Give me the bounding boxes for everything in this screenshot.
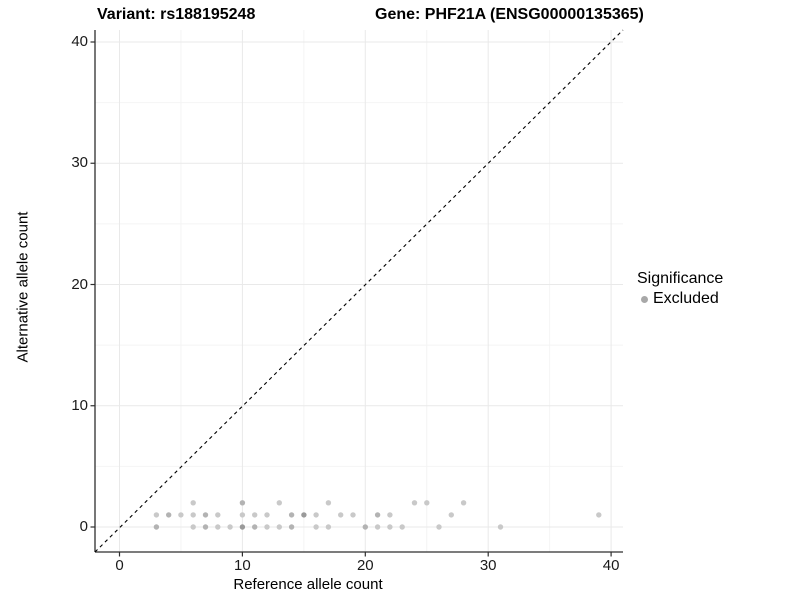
data-point (436, 524, 442, 530)
data-point (202, 524, 209, 530)
data-point (276, 500, 282, 506)
data-point (301, 512, 307, 518)
legend-title: Significance (637, 270, 724, 287)
data-point (448, 512, 454, 518)
data-point (252, 512, 258, 518)
data-point (313, 512, 319, 518)
data-point (350, 512, 356, 518)
data-point (387, 512, 393, 518)
x-tick-label: 20 (356, 557, 374, 574)
data-point (374, 524, 381, 530)
data-point (424, 500, 430, 506)
scatter-points (153, 500, 602, 530)
data-point (596, 512, 602, 518)
data-point (153, 524, 160, 530)
data-point (239, 512, 246, 518)
plot-title-gene: Gene: PHF21A (ENSG00000135365) (375, 6, 644, 23)
legend-entry-label: Excluded (653, 290, 719, 307)
axis-tick-marks (90, 41, 612, 557)
data-point (190, 512, 196, 518)
legend-key-dot-icon (641, 295, 648, 303)
data-point (202, 512, 209, 518)
data-point (215, 512, 221, 518)
data-point (239, 524, 246, 530)
y-axis-title: Alternative allele count (14, 211, 32, 363)
axis-lines (94, 30, 623, 553)
y-tick-label: 0 (79, 518, 88, 535)
data-point (374, 512, 381, 518)
gridlines-major (95, 30, 623, 552)
data-point (239, 500, 246, 506)
data-point (362, 524, 368, 530)
data-point (497, 524, 504, 530)
x-axis-title: Reference allele count (233, 576, 383, 593)
data-point (276, 524, 282, 530)
data-point (399, 524, 405, 530)
x-tick-label: 0 (115, 557, 124, 574)
data-point (288, 524, 295, 530)
data-point (215, 524, 221, 530)
x-tick-label: 30 (479, 557, 497, 574)
data-point (264, 524, 270, 530)
data-point (190, 500, 196, 506)
legend: Significance Excluded (637, 270, 723, 308)
legend-entry-excluded: Excluded (641, 290, 723, 308)
plot-title-variant: Variant: rs188195248 (97, 6, 256, 23)
data-point (313, 524, 319, 530)
data-point (338, 512, 344, 518)
gridlines-minor (95, 30, 623, 552)
data-point (264, 512, 270, 518)
y-tick-label: 10 (71, 396, 88, 414)
y-tick-label: 30 (71, 154, 88, 172)
data-point (190, 524, 196, 530)
data-point (460, 500, 467, 506)
data-point (252, 524, 258, 530)
identity-line (94, 29, 624, 553)
data-point (411, 500, 418, 506)
data-point (325, 524, 332, 530)
x-tick-label: 10 (234, 557, 251, 574)
data-point (288, 512, 295, 518)
identity-dashed-line (94, 29, 624, 553)
y-tick-label: 40 (71, 33, 88, 50)
data-point (227, 524, 233, 530)
data-point (178, 512, 184, 518)
y-tick-label: 20 (71, 275, 88, 293)
data-point (153, 512, 160, 518)
data-point (387, 524, 393, 530)
data-point (166, 512, 172, 518)
data-point (325, 500, 332, 506)
x-tick-label: 40 (602, 557, 620, 574)
